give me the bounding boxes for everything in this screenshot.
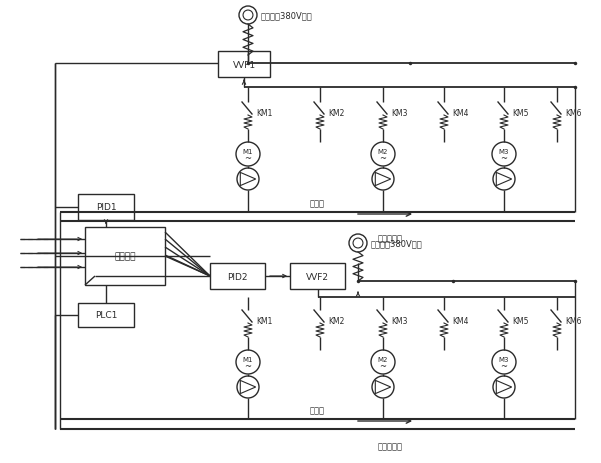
Text: M2: M2 (378, 356, 388, 362)
Text: M2: M2 (378, 149, 388, 155)
Text: ~: ~ (379, 362, 386, 371)
Text: ~: ~ (501, 154, 507, 163)
Text: M3: M3 (499, 149, 509, 155)
Text: PLC1: PLC1 (95, 311, 117, 320)
Text: KM4: KM4 (452, 108, 469, 117)
Text: KM6: KM6 (565, 108, 582, 117)
Text: ~: ~ (245, 362, 251, 371)
Text: KM1: KM1 (256, 108, 272, 117)
Text: KM4: KM4 (452, 316, 469, 325)
Text: PID2: PID2 (227, 272, 248, 281)
Text: 三相交流380V电源: 三相交流380V电源 (261, 12, 313, 20)
Text: VVF1: VVF1 (233, 60, 255, 69)
Text: M1: M1 (243, 356, 253, 362)
Text: 三相交流380V电源: 三相交流380V电源 (371, 239, 423, 248)
Bar (78, 194, 134, 220)
Text: ~: ~ (501, 362, 507, 371)
Text: 冷却水系统: 冷却水系统 (377, 233, 403, 243)
Text: 冷却水: 冷却水 (310, 199, 325, 207)
Text: ~: ~ (245, 154, 251, 163)
Text: 制冷主机: 制冷主机 (114, 252, 136, 261)
Text: ~: ~ (379, 154, 386, 163)
Text: M3: M3 (499, 356, 509, 362)
Text: KM5: KM5 (512, 316, 528, 325)
Text: M1: M1 (243, 149, 253, 155)
Text: KM2: KM2 (328, 108, 344, 117)
Text: KM3: KM3 (391, 316, 407, 325)
Bar (85, 227, 165, 285)
Text: 冷冻水系统: 冷冻水系统 (377, 441, 403, 450)
Text: 冷冻水: 冷冻水 (310, 405, 325, 414)
Text: KM1: KM1 (256, 316, 272, 325)
Text: VVF2: VVF2 (306, 272, 329, 281)
Bar (78, 303, 134, 327)
Bar (210, 263, 265, 289)
Text: KM3: KM3 (391, 108, 407, 117)
Text: KM6: KM6 (565, 316, 582, 325)
Text: PID1: PID1 (96, 203, 117, 212)
Bar (290, 263, 345, 289)
Text: KM5: KM5 (512, 108, 528, 117)
Bar (218, 52, 270, 78)
Text: KM2: KM2 (328, 316, 344, 325)
